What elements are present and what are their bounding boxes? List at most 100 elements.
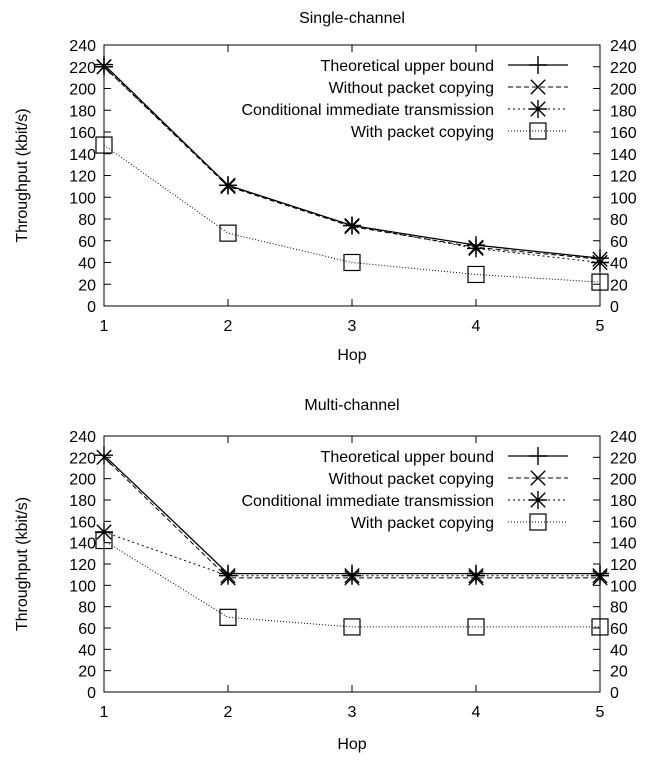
- legend-label: Theoretical upper bound: [321, 449, 494, 466]
- x-tick-label: 2: [224, 318, 233, 335]
- y-tick-label-right: 160: [610, 125, 637, 142]
- y-tick-label-left: 100: [69, 190, 96, 207]
- data-point-marker: [219, 566, 237, 585]
- legend-label: With packet copying: [351, 515, 494, 532]
- y-tick-label-left: 80: [78, 600, 96, 617]
- data-point-marker: [467, 618, 485, 636]
- data-point-marker: [591, 273, 609, 291]
- chart-title: Single-channel: [299, 10, 405, 27]
- x-axis-label: Hop: [337, 347, 366, 364]
- y-tick-label-right: 220: [610, 450, 637, 467]
- y-tick-label-left: 40: [78, 642, 96, 659]
- series-line: [103, 144, 601, 283]
- y-axis-label: Throughput (kbit/s): [14, 497, 31, 631]
- y-tick-label-right: 60: [610, 234, 628, 251]
- chart-title: Multi-channel: [304, 397, 399, 414]
- data-point-marker: [591, 253, 609, 272]
- data-point-marker: [343, 618, 361, 636]
- y-tick-label-left: 0: [87, 299, 96, 316]
- data-point-marker: [343, 566, 361, 585]
- series-star: [95, 57, 609, 272]
- y-tick-label-right: 80: [610, 600, 628, 617]
- data-point-marker: [96, 449, 112, 466]
- y-tick-label-left: 20: [78, 277, 96, 294]
- x-axis-label: Hop: [337, 736, 366, 753]
- y-tick-label-right: 0: [610, 299, 619, 316]
- y-tick-label-left: 200: [69, 82, 96, 99]
- y-tick-label-right: 100: [610, 190, 637, 207]
- y-tick-label-left: 100: [69, 578, 96, 595]
- legend-label: Without packet copying: [329, 80, 494, 97]
- data-point-marker: [95, 57, 113, 76]
- data-point-marker: [219, 176, 237, 195]
- y-tick-label-right: 200: [610, 82, 637, 99]
- series-line: [103, 540, 600, 628]
- y-tick-label-left: 60: [78, 621, 96, 638]
- y-tick-label-right: 20: [610, 664, 628, 681]
- data-point-marker: [219, 224, 237, 242]
- data-point-marker: [343, 216, 361, 235]
- x-tick-label: 5: [596, 704, 605, 721]
- x-tick-label: 3: [348, 318, 357, 335]
- y-tick-label-right: 240: [610, 38, 637, 55]
- y-tick-label-left: 180: [69, 103, 96, 120]
- series-line: [103, 66, 601, 260]
- y-tick-label-left: 140: [69, 147, 96, 164]
- y-tick-label-right: 140: [610, 536, 637, 553]
- x-tick-label: 2: [224, 704, 233, 721]
- x-tick-label: 3: [348, 704, 357, 721]
- y-tick-label-right: 120: [610, 169, 637, 186]
- y-tick-label-left: 0: [87, 685, 96, 702]
- data-point-marker: [591, 566, 609, 585]
- x-tick-label: 5: [596, 318, 605, 335]
- data-point-marker: [591, 618, 609, 636]
- y-tick-label-left: 160: [69, 514, 96, 531]
- y-tick-label-right: 140: [610, 147, 637, 164]
- data-point-marker: [219, 608, 237, 626]
- y-tick-label-right: 200: [610, 472, 637, 489]
- legend-marker: [530, 470, 546, 486]
- legend: Theoretical upper bound Without packet co…: [241, 447, 568, 532]
- y-tick-label-right: 180: [610, 493, 637, 510]
- x-tick-label: 1: [100, 704, 109, 721]
- legend-marker: [529, 56, 547, 74]
- legend-label: With packet copying: [351, 124, 494, 141]
- y-tick-label-right: 20: [610, 277, 628, 294]
- y-tick-label-right: 60: [610, 621, 628, 638]
- y-tick-label-left: 80: [78, 212, 96, 229]
- legend-label: Conditional immediate transmission: [241, 102, 494, 119]
- y-tick-label-left: 40: [78, 256, 96, 273]
- y-tick-label-right: 220: [610, 60, 637, 77]
- legend-label: Theoretical upper bound: [321, 58, 494, 75]
- y-tick-label-left: 20: [78, 664, 96, 681]
- y-tick-label-right: 240: [610, 429, 637, 446]
- y-tick-label-right: 0: [610, 685, 619, 702]
- y-tick-label-left: 180: [69, 493, 96, 510]
- y-tick-label-left: 200: [69, 472, 96, 489]
- data-point-marker: [343, 253, 361, 272]
- y-tick-label-left: 140: [69, 536, 96, 553]
- data-point-marker: [95, 531, 113, 550]
- data-point-marker: [467, 239, 485, 258]
- legend-marker: [530, 79, 546, 95]
- y-tick-label-left: 240: [69, 429, 96, 446]
- x-tick-label: 1: [100, 318, 109, 335]
- series-square: [95, 531, 609, 636]
- y-tick-label-left: 120: [69, 557, 96, 574]
- legend-marker: [529, 122, 547, 140]
- y-tick-label-left: 160: [69, 125, 96, 142]
- legend-marker: [529, 447, 547, 465]
- y-axis-label: Throughput (kbit/s): [14, 108, 31, 242]
- y-tick-label-left: 120: [69, 169, 96, 186]
- y-tick-label-right: 40: [610, 642, 628, 659]
- y-tick-label-right: 40: [610, 256, 628, 273]
- y-tick-label-left: 220: [69, 450, 96, 467]
- data-point-marker: [95, 136, 113, 154]
- y-tick-label-left: 60: [78, 234, 96, 251]
- legend-label: Conditional immediate transmission: [241, 493, 494, 510]
- legend-marker: [529, 491, 547, 509]
